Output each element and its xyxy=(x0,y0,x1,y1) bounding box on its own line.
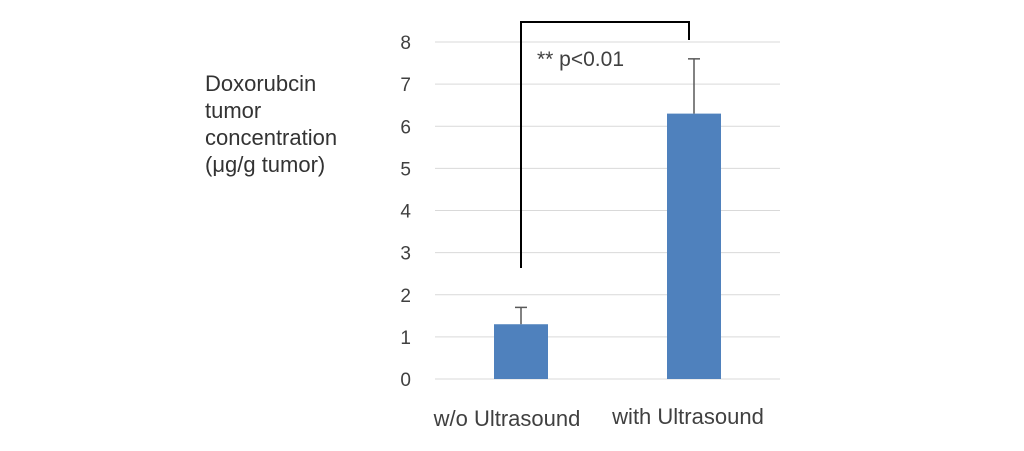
y-tick-label-6: 6 xyxy=(400,117,411,138)
y-tick-label-4: 4 xyxy=(400,202,411,223)
significance-bracket-line xyxy=(520,21,690,268)
y-tick-label-5: 5 xyxy=(400,159,411,180)
y-axis-label: Doxorubcin tumor concentration (μg/g tum… xyxy=(205,71,338,177)
bar-0 xyxy=(494,324,548,379)
y-tick-labels: 0 1 2 3 4 5 6 7 8 xyxy=(400,33,411,391)
bars xyxy=(494,113,721,380)
significance-bracket: ** p<0.01 xyxy=(520,21,690,268)
y-tick-label-7: 7 xyxy=(400,75,411,96)
significance-annotation: ** p<0.01 xyxy=(537,48,624,71)
y-tick-label-8: 8 xyxy=(400,33,411,54)
y-tick-label-2: 2 xyxy=(400,286,411,307)
y-tick-label-3: 3 xyxy=(400,244,411,265)
y-tick-label-0: 0 xyxy=(400,370,411,391)
x-tick-labels: w/o Ultrasound with Ultrasound xyxy=(433,404,764,431)
bar-1 xyxy=(667,113,721,380)
error-bars xyxy=(515,58,700,325)
x-tick-label-0: w/o Ultrasound xyxy=(433,406,581,431)
grid-lines xyxy=(435,41,780,380)
y-tick-label-1: 1 xyxy=(400,328,411,349)
x-tick-label-1: with Ultrasound xyxy=(611,404,764,429)
